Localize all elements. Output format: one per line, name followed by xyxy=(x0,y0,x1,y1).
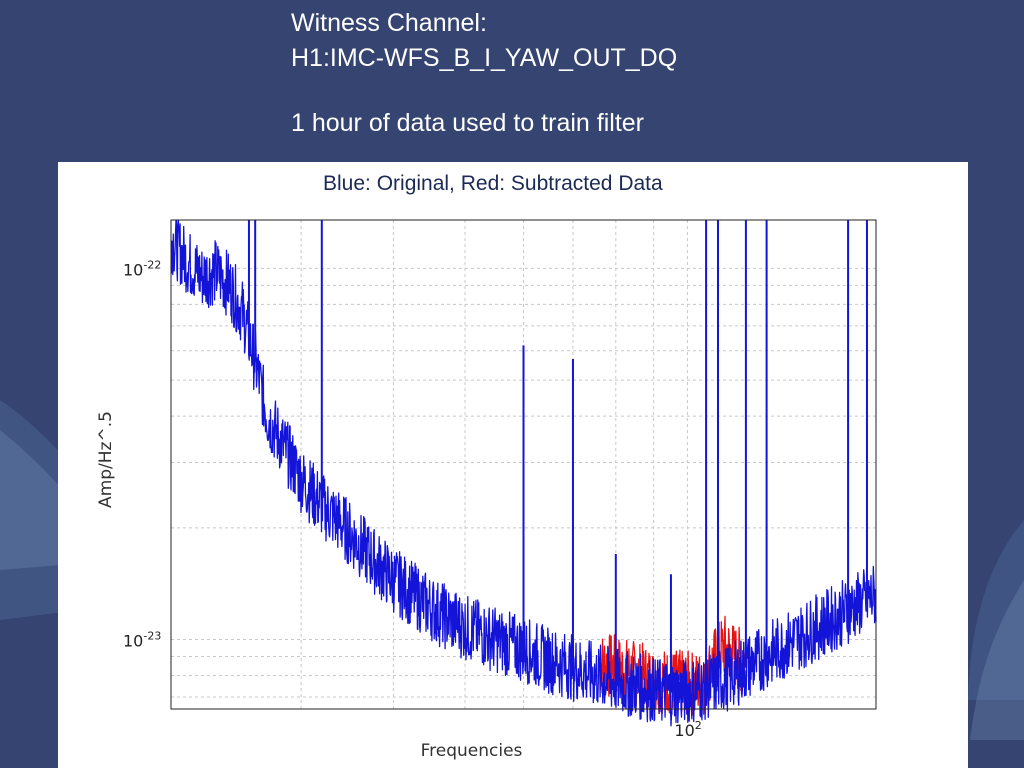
y-tick-labels: 10-23 10-22 xyxy=(123,258,161,650)
slide-title: Witness Channel: H1:IMC-WFS_B_I_YAW_OUT_… xyxy=(291,6,677,141)
chart-title: Blue: Original, Red: Subtracted Data xyxy=(323,172,663,195)
x-tick-label-0: 102 xyxy=(674,719,701,740)
y-axis-label: Amp/Hz^.5 xyxy=(96,411,116,508)
slide-title-line1: Witness Channel: xyxy=(291,9,487,37)
chart-panel: Blue: Original, Red: Subtracted Data 10-… xyxy=(58,162,968,768)
y-tick-label-1: 10-22 xyxy=(123,258,161,279)
plot-frame xyxy=(170,219,877,710)
series-original-line xyxy=(170,219,877,727)
peaks-layer xyxy=(247,220,868,693)
x-tick-labels: 102 xyxy=(674,719,701,740)
y-tick-label-0: 10-23 xyxy=(123,630,161,651)
series-layer xyxy=(170,219,877,727)
slide-title-line3: 1 hour of data used to train filter xyxy=(291,109,644,137)
x-axis-label: Frequencies xyxy=(421,741,523,761)
spectrum-chart: 10-23 10-22 102 Frequencies Amp/Hz^.5 xyxy=(96,219,877,761)
slide-title-line2: H1:IMC-WFS_B_I_YAW_OUT_DQ xyxy=(291,44,678,72)
